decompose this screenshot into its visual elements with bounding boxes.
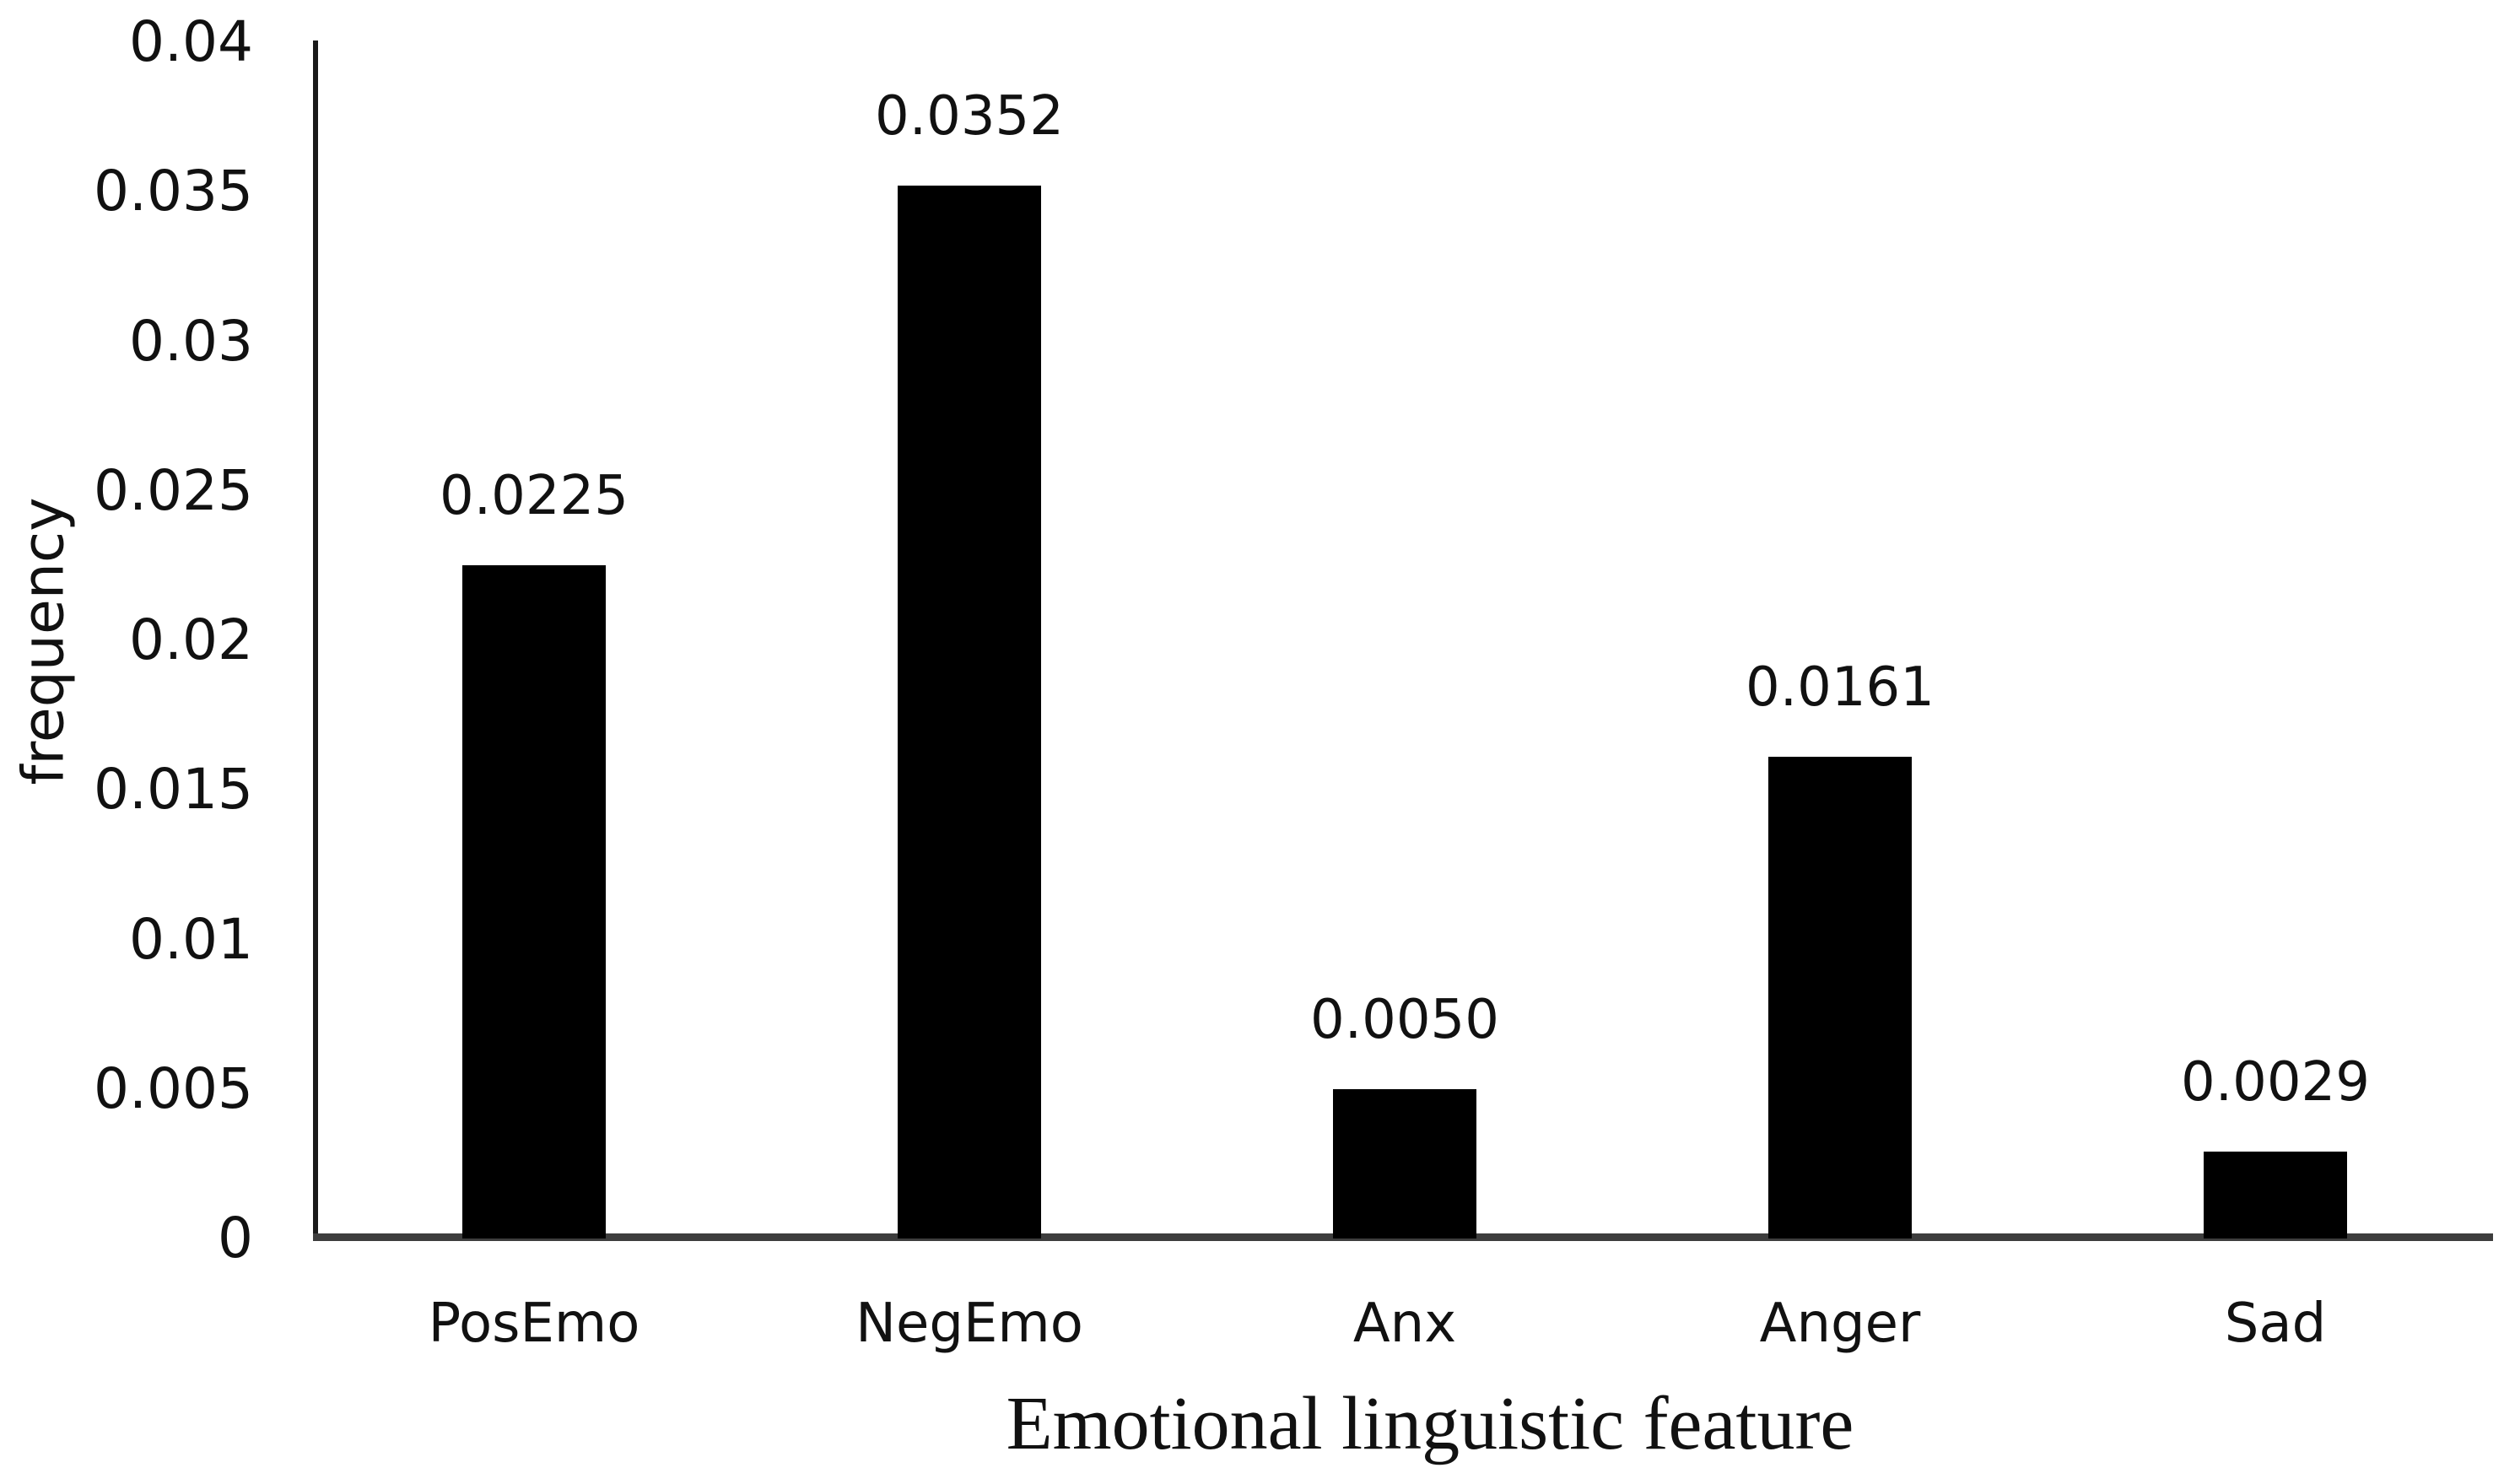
value-label-negemo: 0.0352 (875, 85, 1064, 148)
category-label-anx: Anx (1352, 1292, 1457, 1355)
category-label-anger: Anger (1759, 1292, 1921, 1355)
y-tick-label-0.035: 0.035 (94, 159, 253, 224)
category-label-negemo: NegEmo (855, 1292, 1083, 1355)
y-tick-label-0: 0 (218, 1206, 253, 1271)
x-axis-title: Emotional linguistic feature (1006, 1382, 1854, 1465)
bar-anger (1768, 757, 1912, 1238)
y-tick-label-0.005: 0.005 (94, 1055, 253, 1121)
bar-posemo (462, 565, 606, 1238)
category-label-sad: Sad (2224, 1292, 2327, 1355)
value-label-anger: 0.0161 (1746, 656, 1935, 720)
value-label-anx: 0.0050 (1310, 988, 1499, 1051)
y-tick-label-0.04: 0.04 (129, 9, 253, 74)
bar-anx (1333, 1088, 1476, 1238)
value-label-sad: 0.0029 (2181, 1051, 2370, 1114)
value-label-posemo: 0.0225 (440, 465, 629, 528)
y-tick-label-0.02: 0.02 (129, 607, 253, 672)
bar-negemo (898, 186, 1041, 1238)
y-tick-label-0.015: 0.015 (94, 757, 253, 823)
y-tick-label-0.01: 0.01 (129, 906, 253, 972)
y-tick-label-0.03: 0.03 (129, 308, 253, 374)
y-tick-label-0.025: 0.025 (94, 457, 253, 523)
category-label-posemo: PosEmo (428, 1292, 640, 1355)
bar-sad (2204, 1152, 2347, 1238)
y-axis-line (313, 40, 318, 1239)
